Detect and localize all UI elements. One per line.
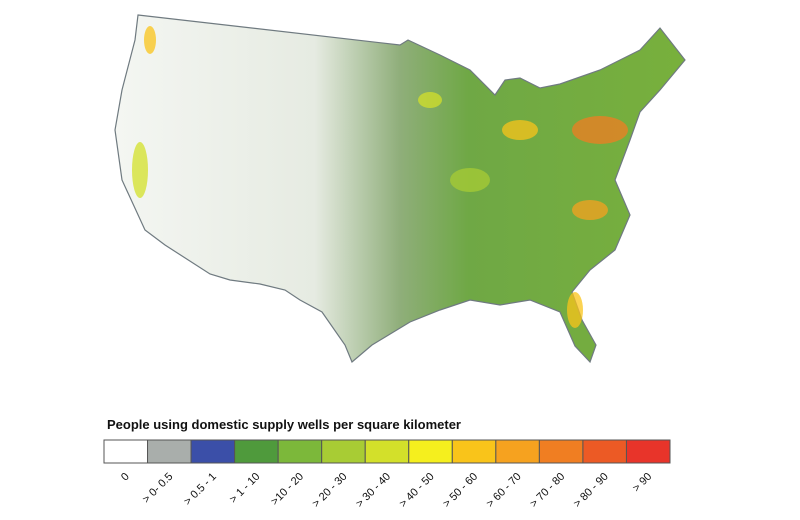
legend-label: > 40 - 50 — [397, 471, 436, 510]
legend-label: > 20 - 30 — [310, 471, 349, 510]
legend-label: > 60 - 70 — [484, 471, 523, 510]
legend-swatch — [190, 439, 236, 464]
legend: 0 > 0- 0.5 > 0.5 - 1 > 1 - 10 >10 - 20 > 20 -… — [103, 439, 671, 510]
legend-label: > 0.5 - 1 — [182, 471, 219, 508]
legend-swatch — [408, 439, 453, 464]
legend-label: > 50 - 60 — [441, 471, 480, 510]
legend-label: > 30 - 40 — [354, 471, 393, 510]
us-outline — [114, 14, 686, 364]
legend-label: >10 - 20 — [269, 471, 306, 508]
legend-swatch — [582, 439, 627, 464]
legend-label: 0 — [119, 471, 132, 484]
legend-label: > 1 - 10 — [227, 471, 262, 506]
legend-swatch — [103, 439, 149, 464]
legend-swatch — [147, 439, 192, 464]
legend-swatch — [495, 439, 540, 464]
legend-swatch — [451, 439, 497, 464]
legend-swatch — [364, 439, 410, 464]
legend-swatch — [277, 439, 323, 464]
legend-label: > 70 - 80 — [528, 471, 567, 510]
us-map — [114, 14, 686, 364]
legend-swatch — [625, 439, 671, 464]
legend-label: > 0- 0.5 — [140, 471, 175, 506]
legend-swatch — [234, 439, 279, 464]
legend-swatch — [538, 439, 584, 464]
density-patches — [132, 26, 628, 328]
legend-title: People using domestic supply wells per s… — [107, 417, 461, 432]
legend-swatch — [321, 439, 366, 464]
legend-label: > 80 - 90 — [571, 471, 610, 510]
legend-label: > 90 — [631, 471, 655, 495]
